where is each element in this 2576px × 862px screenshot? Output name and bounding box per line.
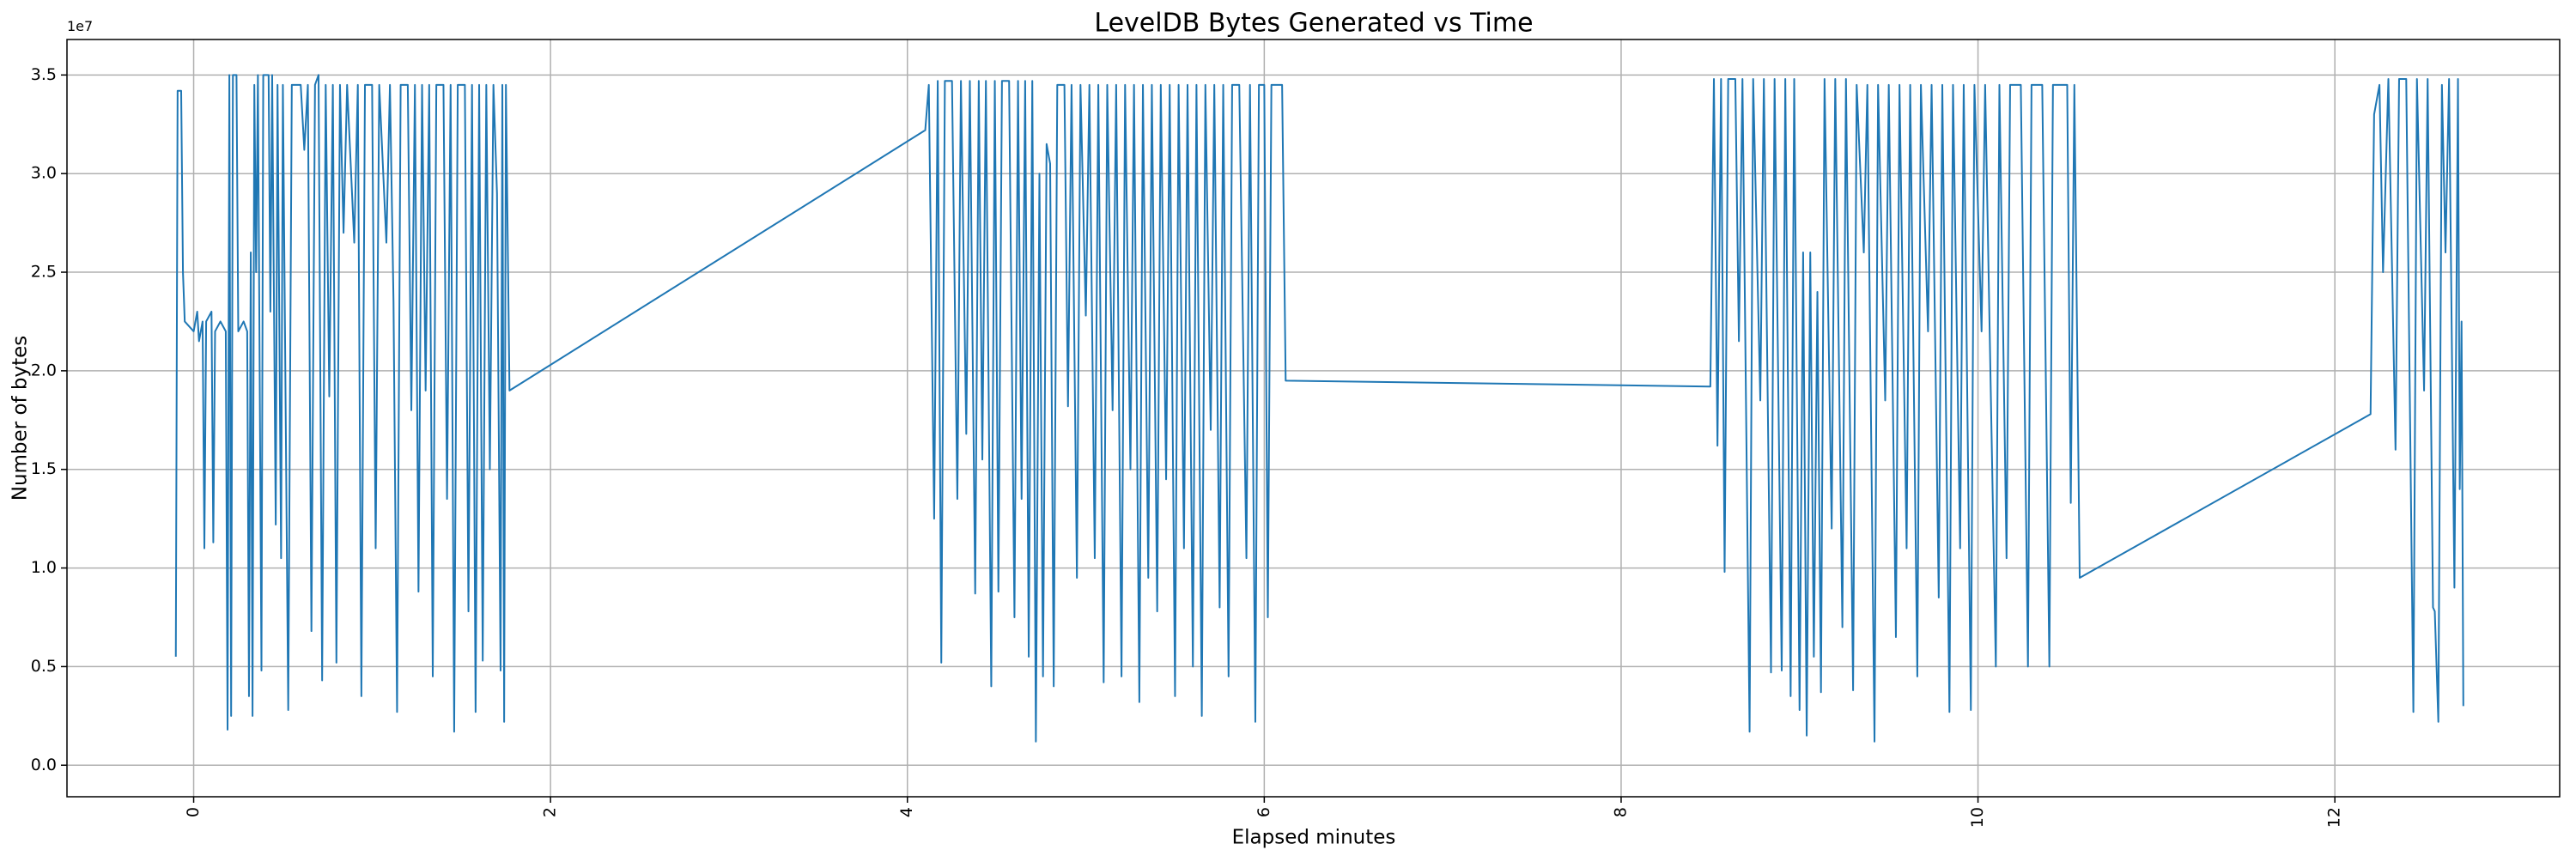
y-tick-label: 3.5 — [31, 65, 57, 84]
y-tick-label: 2.0 — [31, 361, 57, 379]
chart-title: LevelDB Bytes Generated vs Time — [1094, 9, 1533, 39]
y-tick-label: 0.0 — [31, 756, 57, 774]
y-axis-label: Number of bytes — [9, 336, 32, 501]
x-tick-label: 4 — [897, 807, 916, 817]
x-tick-label: 6 — [1255, 807, 1273, 817]
data-line — [174, 74, 2464, 743]
y-tick-label: 2.5 — [31, 263, 57, 282]
x-axis-label: Elapsed minutes — [1232, 827, 1396, 849]
x-tick-label: 12 — [2325, 807, 2344, 828]
y-tick-label: 1.0 — [31, 558, 57, 577]
x-tick-label: 8 — [1611, 807, 1630, 817]
x-tick-label: 0 — [184, 807, 203, 817]
y-tick-label: 1.5 — [31, 459, 57, 478]
x-tick-label: 2 — [541, 807, 560, 817]
x-tick-label: 10 — [1968, 807, 1987, 828]
y-tick-label: 0.5 — [31, 657, 57, 676]
y-offset-label: 1e7 — [67, 18, 93, 34]
plot-frame — [66, 39, 2561, 798]
y-tick-label: 3.0 — [31, 164, 57, 183]
